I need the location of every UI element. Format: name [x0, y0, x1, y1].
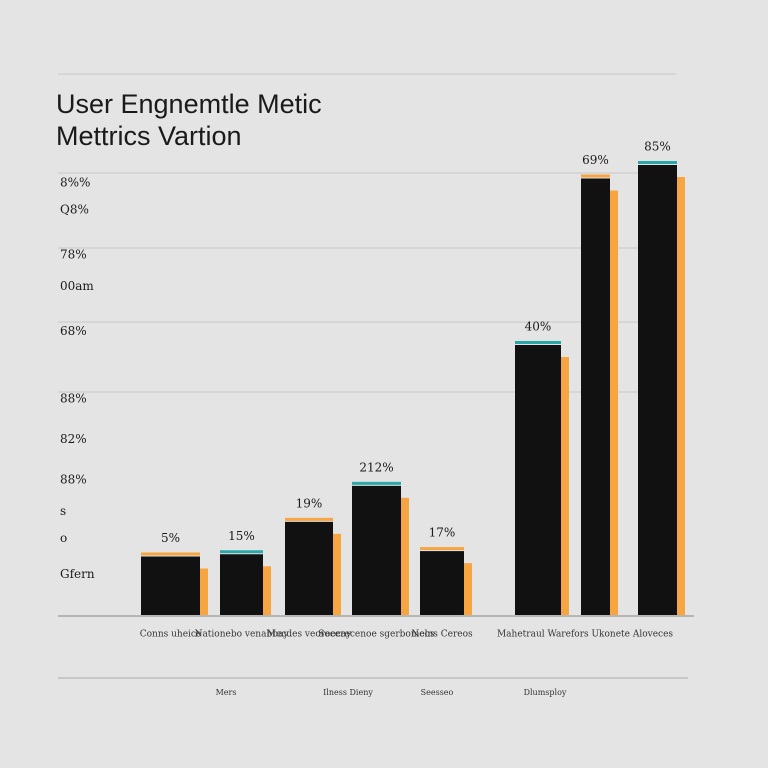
x-tick-label: Mecdes veoreecay: [267, 630, 352, 640]
x-tick-label: Socerecenoe sgerbomeos: [318, 630, 435, 640]
bar-label: 85%: [644, 140, 671, 154]
bar: [638, 165, 677, 615]
x-tick-label: Nelns Cereos: [411, 630, 473, 640]
bar-accent: [420, 547, 464, 551]
bar-label: 5%: [161, 531, 180, 545]
bar: [220, 554, 263, 615]
y-tick-label: Gfern: [60, 567, 95, 581]
bar-label: 17%: [429, 526, 456, 540]
bar-accent: [638, 161, 677, 164]
bar-accent: [198, 568, 208, 615]
bar-accent: [462, 563, 472, 615]
bar-accent: [399, 497, 409, 615]
y-tick-label: 00am: [60, 279, 94, 293]
bar: [515, 345, 561, 615]
bar-accent: [559, 357, 569, 615]
y-tick-label: 88%: [60, 473, 87, 487]
footer-label: Ilness Dieny: [323, 688, 373, 697]
bar-accent: [515, 341, 561, 344]
bar-accent: [331, 533, 341, 615]
bar: [581, 178, 610, 615]
bar: [285, 521, 333, 615]
bar: [352, 485, 401, 615]
y-tick-label: 68%: [60, 324, 87, 338]
bar-accent: [141, 552, 200, 556]
y-tick-label: 78%: [60, 248, 87, 262]
footer-label: Mers: [216, 688, 237, 697]
chart-title: User Engnemtle Metic: [56, 89, 322, 119]
x-tick-label: Mahetraul Warefors Ukonete Aloveces: [497, 630, 673, 640]
bar-label: 69%: [582, 153, 609, 167]
bar: [420, 551, 464, 615]
bar-label: 40%: [525, 320, 552, 334]
y-tick-label: o: [60, 531, 67, 545]
x-tick-label: Conns uheice: [140, 630, 202, 640]
y-tick-label: 8%%: [60, 176, 90, 190]
y-tick-label: 82%: [60, 432, 87, 446]
y-tick-label: 88%: [60, 392, 87, 406]
bar-accent: [261, 566, 271, 615]
bar-accent: [285, 517, 333, 521]
chart-title: Mettrics Vartion: [56, 121, 242, 151]
bar-accent: [352, 481, 401, 485]
bar-label: 15%: [228, 529, 255, 543]
bar-accent: [608, 190, 618, 615]
bar-label: 19%: [296, 496, 323, 510]
footer-label: Dlumsploy: [524, 688, 567, 697]
bar-accent: [675, 177, 685, 615]
y-tick-label: Q8%: [60, 203, 89, 217]
x-tick-label: Nationebo venabbay: [195, 630, 290, 640]
y-tick-label: s: [60, 504, 66, 518]
footer-label: Seesseo: [421, 688, 454, 697]
bar-accent: [581, 174, 610, 178]
bar-label: 212%: [359, 460, 393, 474]
bar: [141, 556, 200, 615]
bar-accent: [220, 550, 263, 554]
